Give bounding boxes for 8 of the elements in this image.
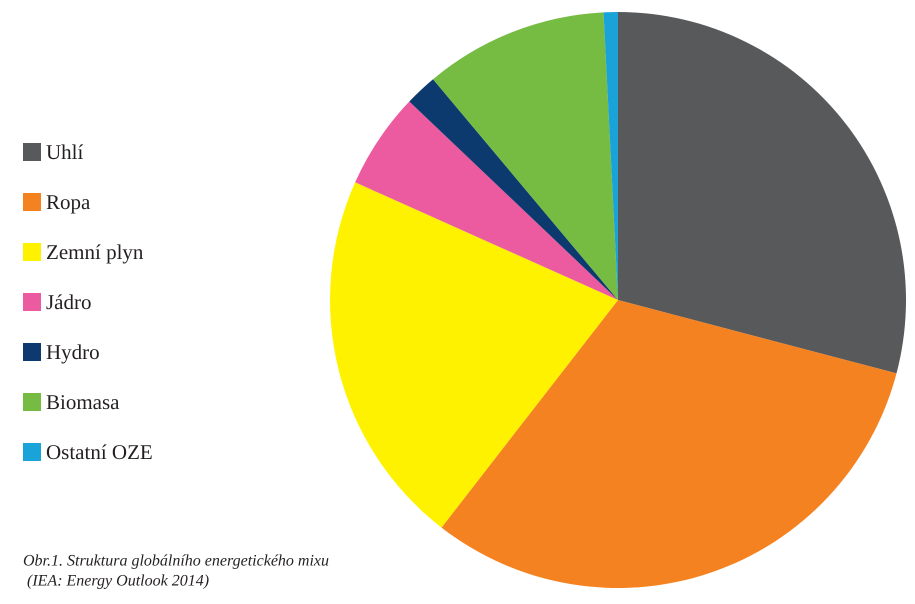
legend-label: Ropa bbox=[46, 190, 92, 214]
legend-label: Zemní plyn bbox=[46, 240, 144, 264]
legend-label: Hydro bbox=[46, 340, 100, 364]
legend-label: Uhlí bbox=[46, 140, 84, 164]
legend-label: Jádro bbox=[46, 290, 92, 314]
legend-label: Ostatní OZE bbox=[46, 440, 153, 464]
text: Obr.1. Struktura globálního energetického mixu (IEA: Energy Outlook 2014) bbox=[23, 552, 330, 590]
legend-label: Biomasa bbox=[46, 390, 120, 414]
